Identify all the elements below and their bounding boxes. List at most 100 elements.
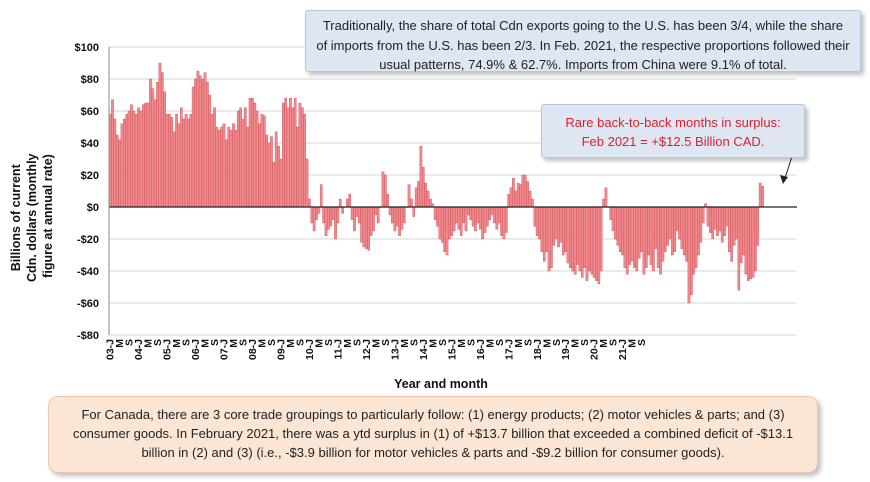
bar [229, 130, 233, 208]
x-tick-label: S [152, 339, 164, 346]
bar [720, 206, 724, 243]
bar [336, 206, 340, 224]
bar [559, 206, 563, 243]
bar [588, 206, 591, 272]
trade-balance-chart: $100$80$60$40$20$0-$20-$40-$60-$80 03-JM… [9, 42, 799, 391]
x-tick-label: M [598, 339, 610, 348]
bar [315, 206, 318, 220]
bar [583, 206, 586, 268]
bar [244, 107, 247, 208]
bar [490, 206, 494, 216]
bar [443, 206, 446, 252]
x-tick-label: 14-J [418, 339, 430, 360]
x-tick-label: S [636, 339, 648, 346]
bar [474, 206, 477, 232]
bar [146, 102, 150, 208]
x-tick-label: M [285, 339, 297, 348]
bar [284, 98, 287, 208]
bar [367, 206, 371, 251]
bar [488, 206, 492, 220]
axes [108, 47, 797, 335]
x-tick-label: S [181, 339, 193, 346]
bar [573, 206, 577, 275]
bar [678, 206, 681, 240]
y-axis-title: Billions of current Cdn. dollars (monthl… [9, 153, 55, 282]
bar [509, 187, 513, 208]
bar [436, 206, 439, 227]
bar [671, 206, 674, 256]
bar [668, 206, 672, 240]
bar [426, 190, 430, 208]
chart-area: $100 $80 $60 $40 $20 $0 -$20 -$40 -$60 -$80 03-J M… [9, 42, 799, 391]
bar [652, 206, 655, 272]
bar [495, 206, 499, 230]
bar [346, 198, 349, 208]
x-tick-label: 21-J [617, 339, 629, 360]
bar [111, 99, 114, 208]
bar [614, 206, 617, 240]
bar [424, 182, 427, 208]
x-axis-ticks: 03-JMS04-JMS05-JMS06-JMS07-JMS08-JMS09-J… [105, 339, 649, 360]
x-tick-label: S [209, 339, 221, 346]
bar [241, 118, 245, 208]
bar [208, 94, 212, 208]
bar [184, 114, 188, 208]
bar [761, 186, 764, 208]
bar [172, 131, 176, 208]
y-axis-title-line2: Cdn. dollars (monthly [25, 153, 39, 282]
bar [419, 146, 423, 208]
bar [661, 206, 665, 262]
bar [327, 206, 330, 230]
bar [554, 206, 558, 240]
bar [130, 104, 133, 208]
bar [552, 206, 556, 246]
x-tick-label: 17-J [503, 339, 515, 360]
y-tick-label: $20 [81, 170, 99, 182]
bar [711, 206, 715, 240]
bar [372, 206, 375, 232]
trade-groupings-note: For Canada, there are 3 core trade group… [48, 396, 818, 473]
bar [514, 190, 518, 208]
x-tick-label: S [408, 339, 420, 346]
x-tick-label: S [323, 339, 335, 346]
bar [459, 206, 463, 236]
bar [621, 206, 624, 256]
x-tick-label: M [627, 339, 639, 348]
bar [519, 184, 522, 208]
bar [540, 206, 544, 252]
bar [305, 158, 309, 208]
bar [429, 198, 432, 208]
bar [682, 206, 686, 256]
bar [168, 114, 171, 208]
bar [118, 139, 121, 208]
bar [165, 114, 169, 208]
bar [236, 110, 240, 208]
surplus-arrow-head [780, 175, 788, 184]
x-tick-label: 06-J [190, 339, 202, 360]
bar [476, 206, 480, 224]
bar [611, 206, 615, 232]
x-tick-label: 04-J [133, 339, 145, 360]
bar [493, 206, 496, 224]
bar [374, 206, 378, 216]
bar [561, 206, 565, 256]
bar [557, 206, 560, 248]
bar [697, 206, 700, 256]
bar [747, 206, 750, 281]
x-tick-label: S [437, 339, 449, 346]
bar [754, 206, 757, 272]
bar [737, 206, 741, 291]
bar [196, 70, 200, 208]
bar [388, 206, 392, 216]
y-tick-label: -$60 [77, 298, 99, 310]
bar [464, 206, 468, 232]
bar [248, 98, 252, 208]
bar [692, 206, 696, 275]
bar [450, 206, 454, 236]
x-tick-label: 05-J [162, 339, 174, 360]
bar [360, 206, 363, 243]
bar [569, 206, 572, 268]
bar [602, 198, 605, 208]
bar [270, 136, 273, 208]
bar [571, 206, 575, 272]
